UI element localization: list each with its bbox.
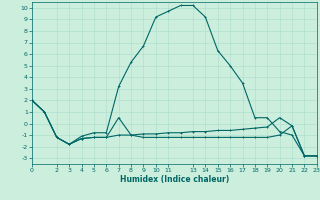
X-axis label: Humidex (Indice chaleur): Humidex (Indice chaleur) xyxy=(120,175,229,184)
